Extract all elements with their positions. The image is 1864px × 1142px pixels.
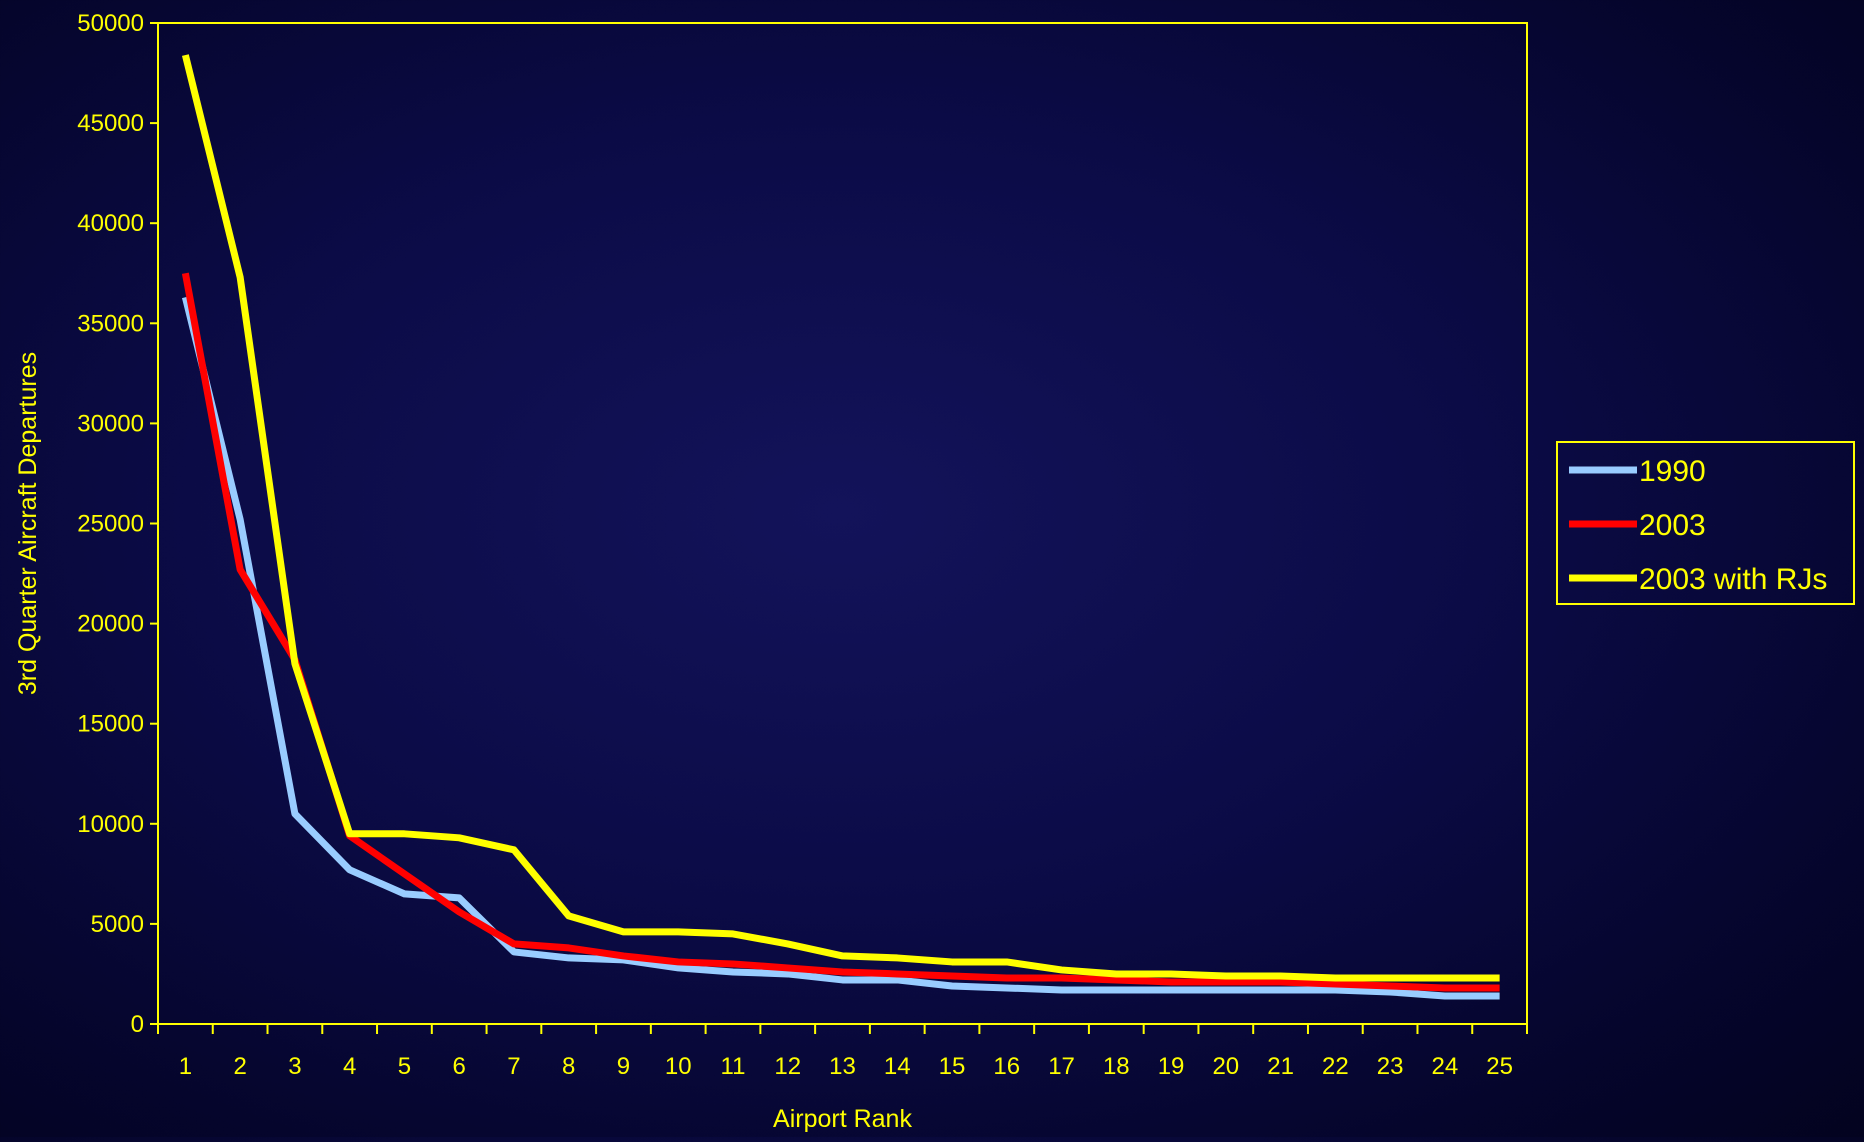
x-tick-label: 10 (665, 1053, 692, 1080)
x-tick-label: 7 (507, 1053, 520, 1080)
x-axis: 1 2 3 4 5 6 7 8 9 10 11 12 13 14 15 16 17 18 19 20 21 22 23 24 2… (157, 1024, 1528, 1080)
x-tick-label: 23 (1377, 1053, 1404, 1080)
y-tick-label: 50000 (77, 10, 144, 37)
x-tick-label: 12 (774, 1053, 801, 1080)
y-tick-label: 10000 (77, 811, 144, 838)
x-tick-label: 22 (1322, 1053, 1349, 1080)
x-tick-label: 14 (884, 1053, 911, 1080)
x-tick-label: 4 (343, 1053, 356, 1080)
legend-label-1: 1990 (1639, 455, 1706, 488)
legend-box (1556, 441, 1855, 605)
x-tick-label: 8 (562, 1053, 575, 1080)
legend-label-3: 2003 with RJs (1639, 563, 1827, 596)
series-layer (181, 54, 1500, 1000)
x-tick-label: 15 (939, 1053, 966, 1080)
x-tick-label: 3 (288, 1053, 301, 1080)
x-tick-label: 21 (1267, 1053, 1294, 1080)
x-tick-label: 25 (1486, 1053, 1513, 1080)
y-tick-label: 25000 (77, 511, 144, 538)
legend: 1990 2003 2003 with RJs (1556, 441, 1855, 605)
x-tick-label: 17 (1048, 1053, 1075, 1080)
series-line-1 (181, 296, 1500, 1000)
y-axis-title: 3rd Quarter Aircraft Departures (14, 352, 42, 695)
y-tick-label: 0 (131, 1011, 144, 1038)
x-tick-label: 9 (617, 1053, 630, 1080)
x-tick-label: 24 (1432, 1053, 1459, 1080)
y-tick-label: 40000 (77, 210, 144, 237)
x-tick-label: 13 (829, 1053, 856, 1080)
y-tick-label: 5000 (91, 911, 144, 938)
x-tick-label: 19 (1158, 1053, 1185, 1080)
y-tick-label: 45000 (77, 110, 144, 137)
y-tick-label: 35000 (77, 310, 144, 337)
legend-label-2: 2003 (1639, 509, 1706, 542)
x-axis-title: Airport Rank (773, 1105, 912, 1133)
y-axis: 0 5000 10000 15000 20000 25000 30000 35000 40000… (77, 10, 158, 1038)
x-tick-label: 11 (721, 1053, 746, 1080)
y-tick-label: 30000 (77, 410, 144, 437)
x-tick-label: 16 (993, 1053, 1020, 1080)
series-line-2 (181, 272, 1500, 992)
x-tick-label: 1 (179, 1053, 192, 1080)
x-tick-label: 5 (398, 1053, 411, 1080)
y-tick-label: 15000 (77, 711, 144, 738)
y-tick-label: 20000 (77, 611, 144, 638)
x-tick-label: 6 (453, 1053, 466, 1080)
x-tick-label: 20 (1212, 1053, 1239, 1080)
x-tick-label: 2 (233, 1053, 246, 1080)
series-line-3 (181, 54, 1500, 982)
x-tick-label: 18 (1103, 1053, 1130, 1080)
